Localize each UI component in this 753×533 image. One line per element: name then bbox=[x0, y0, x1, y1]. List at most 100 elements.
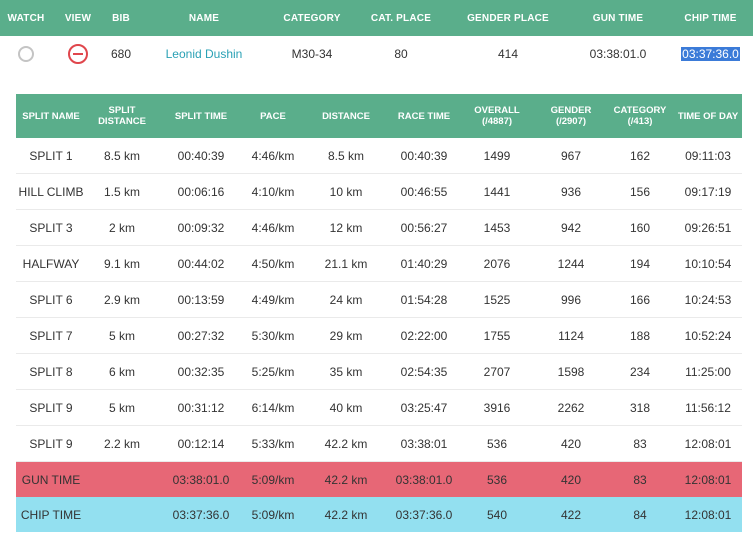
cell-race-time: 00:56:27 bbox=[390, 209, 458, 246]
header-pace: PACE bbox=[244, 94, 302, 138]
cell-time-of-day: 10:52:24 bbox=[674, 317, 742, 354]
runner-cat-place: 80 bbox=[394, 47, 408, 61]
runner-category: M30-34 bbox=[291, 47, 333, 61]
cell-pace: 4:10/km bbox=[244, 173, 302, 210]
cell-overall: 1755 bbox=[458, 317, 536, 354]
cell-split-distance: 5 km bbox=[86, 389, 158, 426]
cell-split-name: SPLIT 9 bbox=[16, 389, 86, 426]
runner-gender-place: 414 bbox=[497, 47, 519, 61]
cell-split-time: 00:12:14 bbox=[158, 425, 244, 462]
cell-distance: 42.2 km bbox=[302, 425, 390, 462]
cell-category: 83 bbox=[606, 425, 674, 462]
cell-split-time: 00:44:02 bbox=[158, 245, 244, 282]
cell-pace: 6:14/km bbox=[244, 389, 302, 426]
watch-toggle-icon[interactable] bbox=[18, 46, 34, 62]
cell-gender: 420 bbox=[536, 461, 606, 497]
split-row: HILL CLIMB 1.5 km 00:06:16 4:10/km 10 km 00:4… bbox=[16, 173, 742, 210]
cell-distance: 40 km bbox=[302, 389, 390, 426]
runner-chip-time: 03:37:36.0 bbox=[681, 47, 740, 61]
runner-row: 680 Leonid Dushin M30-34 80 414 03:38:01… bbox=[0, 36, 753, 72]
cell-distance: 21.1 km bbox=[302, 245, 390, 282]
cell-overall: 536 bbox=[458, 461, 536, 497]
cell-gender: 422 bbox=[536, 497, 606, 532]
chip-time-row: CHIP TIME 03:37:36.0 5:09/km 42.2 km 03:37:3… bbox=[16, 497, 742, 532]
header-gender-place: GENDER PLACE bbox=[467, 12, 549, 24]
cell-gender: 420 bbox=[536, 425, 606, 462]
header-race-time: RACE TIME bbox=[390, 94, 458, 138]
cell-split-name: CHIP TIME bbox=[16, 497, 86, 532]
cell-split-name: GUN TIME bbox=[16, 461, 86, 497]
cell-time-of-day: 12:08:01 bbox=[674, 425, 742, 462]
cell-split-name: SPLIT 8 bbox=[16, 353, 86, 390]
cell-split-name: SPLIT 3 bbox=[16, 209, 86, 246]
splits-body: SPLIT 1 8.5 km 00:40:39 4:46/km 8.5 km 00:40:… bbox=[16, 138, 742, 532]
cell-race-time: 03:38:01 bbox=[390, 425, 458, 462]
cell-split-time: 00:27:32 bbox=[158, 317, 244, 354]
cell-split-distance bbox=[86, 497, 158, 532]
cell-overall: 536 bbox=[458, 425, 536, 462]
header-name: NAME bbox=[188, 12, 220, 24]
cell-pace: 4:50/km bbox=[244, 245, 302, 282]
cell-race-time: 00:40:39 bbox=[390, 138, 458, 174]
cell-overall: 1441 bbox=[458, 173, 536, 210]
cell-split-distance: 9.1 km bbox=[86, 245, 158, 282]
cell-category: 194 bbox=[606, 245, 674, 282]
cell-race-time: 03:25:47 bbox=[390, 389, 458, 426]
cell-category: 84 bbox=[606, 497, 674, 532]
header-distance: DISTANCE bbox=[302, 94, 390, 138]
cell-time-of-day: 12:08:01 bbox=[674, 497, 742, 532]
cell-split-time: 00:13:59 bbox=[158, 281, 244, 318]
split-row: HALFWAY 9.1 km 00:44:02 4:50/km 21.1 km 01:40… bbox=[16, 245, 742, 282]
header-split-time: SPLIT TIME bbox=[158, 94, 244, 138]
split-row: SPLIT 9 2.2 km 00:12:14 5:33/km 42.2 km 03:38… bbox=[16, 425, 742, 462]
cell-race-time: 02:54:35 bbox=[390, 353, 458, 390]
cell-split-distance: 6 km bbox=[86, 353, 158, 390]
cell-split-time: 00:09:32 bbox=[158, 209, 244, 246]
cell-distance: 42.2 km bbox=[302, 461, 390, 497]
header-category: CATEGORY bbox=[283, 12, 341, 24]
cell-category: 318 bbox=[606, 389, 674, 426]
cell-pace: 4:46/km bbox=[244, 209, 302, 246]
runner-bib: 680 bbox=[110, 47, 132, 61]
cell-overall: 1499 bbox=[458, 138, 536, 174]
cell-pace: 5:33/km bbox=[244, 425, 302, 462]
cell-category: 162 bbox=[606, 138, 674, 174]
cell-gender: 2262 bbox=[536, 389, 606, 426]
cell-overall: 540 bbox=[458, 497, 536, 532]
cell-split-time: 00:06:16 bbox=[158, 173, 244, 210]
cell-split-time: 03:38:01.0 bbox=[158, 461, 244, 497]
cell-time-of-day: 10:24:53 bbox=[674, 281, 742, 318]
cell-overall: 1453 bbox=[458, 209, 536, 246]
cell-split-distance: 2 km bbox=[86, 209, 158, 246]
cell-distance: 42.2 km bbox=[302, 497, 390, 532]
runner-name-link[interactable]: Leonid Dushin bbox=[165, 47, 243, 61]
cell-race-time: 03:37:36.0 bbox=[390, 497, 458, 532]
cell-race-time: 01:54:28 bbox=[390, 281, 458, 318]
cell-race-time: 01:40:29 bbox=[390, 245, 458, 282]
cell-pace: 5:30/km bbox=[244, 317, 302, 354]
cell-split-name: SPLIT 7 bbox=[16, 317, 86, 354]
cell-time-of-day: 09:11:03 bbox=[674, 138, 742, 174]
cell-category: 166 bbox=[606, 281, 674, 318]
remove-circle-icon[interactable] bbox=[68, 44, 88, 64]
header-watch: WATCH bbox=[7, 12, 45, 24]
cell-time-of-day: 11:56:12 bbox=[674, 389, 742, 426]
cell-overall: 2707 bbox=[458, 353, 536, 390]
cell-time-of-day: 09:17:19 bbox=[674, 173, 742, 210]
cell-time-of-day: 11:25:00 bbox=[674, 353, 742, 390]
cell-gender: 942 bbox=[536, 209, 606, 246]
cell-gender: 1598 bbox=[536, 353, 606, 390]
cell-race-time: 00:46:55 bbox=[390, 173, 458, 210]
cell-split-name: SPLIT 1 bbox=[16, 138, 86, 174]
cell-split-distance: 2.2 km bbox=[86, 425, 158, 462]
cell-split-time: 03:37:36.0 bbox=[158, 497, 244, 532]
header-overall: OVERALL (/4887) bbox=[458, 94, 536, 138]
cell-split-name: HALFWAY bbox=[16, 245, 86, 282]
cell-category: 234 bbox=[606, 353, 674, 390]
cell-gender: 1244 bbox=[536, 245, 606, 282]
cell-pace: 5:25/km bbox=[244, 353, 302, 390]
